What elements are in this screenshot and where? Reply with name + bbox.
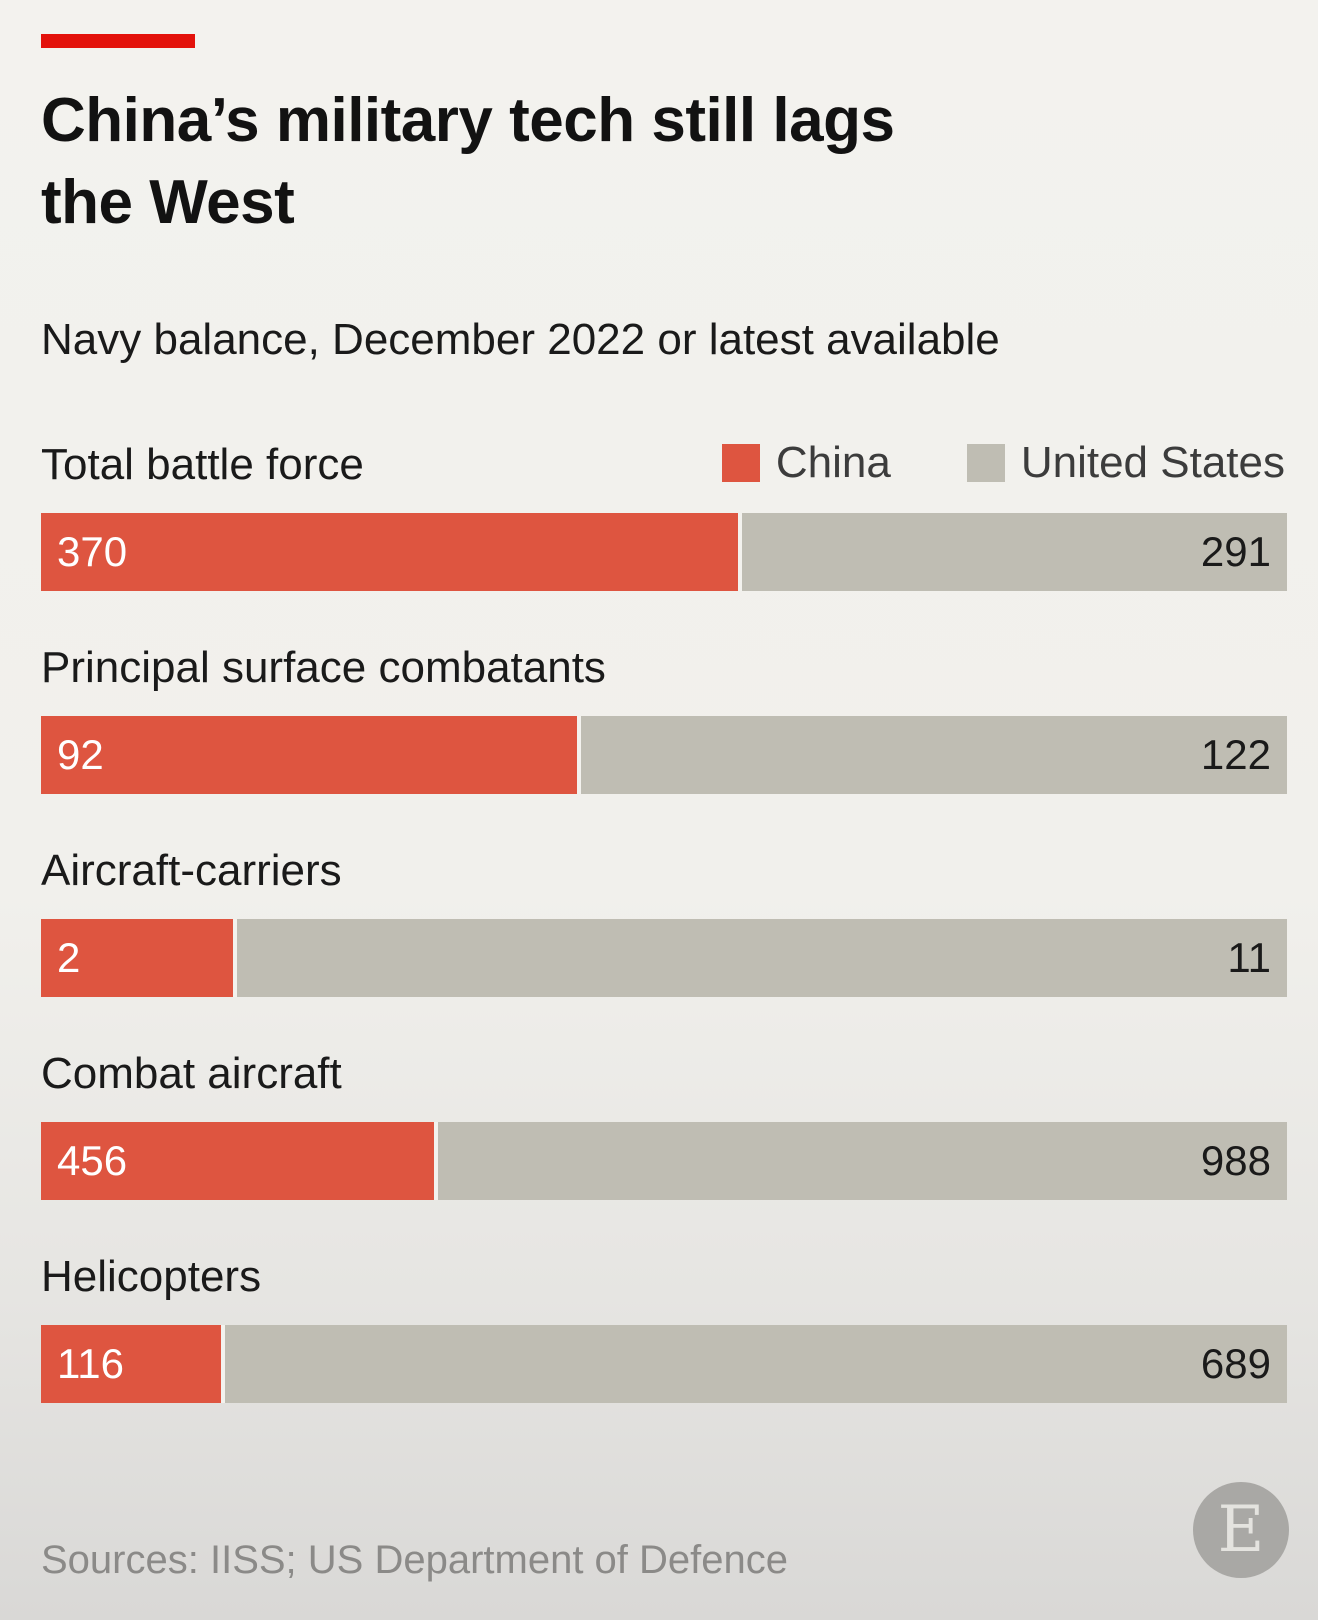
source-note: Sources: IISS; US Department of Defence [41,1538,789,1582]
bar-panel: Combat aircraft 456 988 [41,1039,1287,1242]
legend-item-united-states: United States [966,438,1285,488]
value-label-united-states: 689 [1200,1340,1271,1387]
bar-panel: Total battle force 370 291 [41,430,1287,633]
value-label-china: 456 [57,1137,128,1184]
value-label-united-states: 291 [1200,528,1271,575]
economist-logo: E [1193,1482,1289,1578]
bar-china [41,1122,438,1200]
legend-item-china: China [721,438,891,488]
chart-subtitle: Navy balance, December 2022 or latest av… [41,315,1000,364]
bar-china [41,513,742,591]
legend-label-china: China [775,438,891,487]
category-label: Helicopters [41,1252,262,1301]
legend-label-united-states: United States [1020,438,1285,487]
bar-china [41,919,237,997]
bar-china [41,716,581,794]
bar-china [41,1325,225,1403]
legend-swatch-united-states [966,444,1005,482]
category-label: Principal surface combatants [41,643,606,692]
legend-swatch-china [721,444,760,482]
value-label-china: 92 [57,731,104,778]
category-label: Total battle force [41,440,364,489]
bar-united-states: 92 122 [41,716,1287,794]
accent-rule [41,34,195,48]
value-label-china: 116 [57,1340,124,1387]
value-label-china: 370 [57,528,128,575]
bar-panel: Helicopters 116 689 [41,1242,1287,1445]
bar-panels: Total battle force 370 291 Principal surfac… [41,430,1287,1445]
bar-united-states: 456 988 [41,1122,1287,1200]
bar-panel: Aircraft-carriers 2 11 [41,836,1287,1039]
bar-united-states: 116 689 [41,1325,1287,1403]
value-label-china: 2 [57,934,81,981]
bar-united-states: 2 11 [41,919,1287,997]
chart-title: China’s military tech still lags the Wes… [41,86,895,237]
category-label: Combat aircraft [41,1049,342,1098]
value-label-united-states: 11 [1227,934,1271,981]
value-label-united-states: 122 [1200,731,1271,778]
value-label-united-states: 988 [1200,1137,1271,1184]
bar-united-states: 370 291 [41,513,1287,591]
category-label: Aircraft-carriers [41,846,342,895]
bar-panel: Principal surface combatants 92 122 [41,633,1287,836]
legend: China United States [721,438,1285,488]
